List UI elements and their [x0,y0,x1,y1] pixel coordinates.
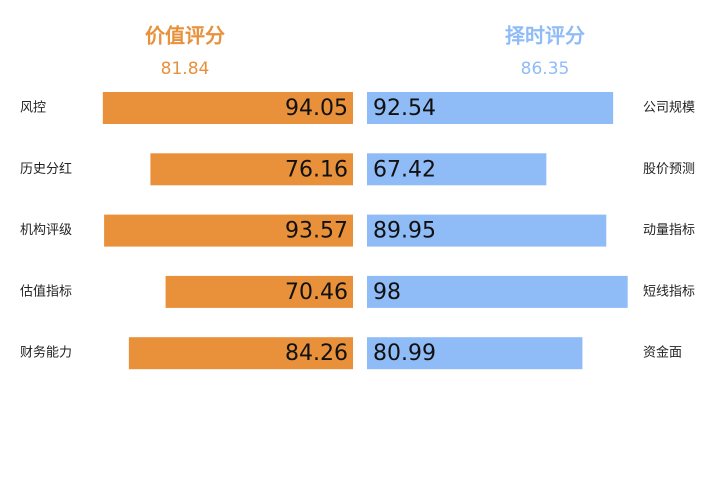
bar [367,153,547,186]
category-label: 公司规模 [643,101,695,116]
category-label: 短线指标 [643,284,695,299]
category-label: 财务能力 [20,345,72,361]
bar [102,92,354,124]
category-label: 历史分红 [20,161,72,177]
value-label: 80.99 [373,341,436,366]
bar [367,92,614,124]
value-label: 94.05 [285,96,348,121]
value-label: 92.54 [373,96,436,121]
bar [104,214,354,247]
bar [128,337,353,370]
value-label: 76.16 [285,157,348,182]
value-label: 67.42 [373,157,436,182]
category-label: 风控 [20,101,46,116]
value-label: 70.46 [285,280,348,305]
bar [367,275,628,308]
panel-score: 81.84 [161,59,210,79]
category-label: 股价预测 [643,162,695,177]
panel-score: 86.35 [521,59,570,79]
category-label: 机构评级 [20,223,72,238]
category-label: 动量指标 [643,223,695,238]
value-label: 89.95 [373,219,436,244]
category-label: 估值指标 [20,283,72,299]
value-label: 93.57 [285,219,348,244]
bar [165,275,353,308]
bar [150,153,353,186]
bar [367,337,583,370]
panel-title: 择时评分 [505,24,585,48]
value-label: 98 [373,280,401,305]
value-label: 84.26 [285,341,348,366]
panel-title: 价值评分 [145,24,225,48]
category-label: 资金面 [643,345,682,361]
bar [367,214,607,247]
